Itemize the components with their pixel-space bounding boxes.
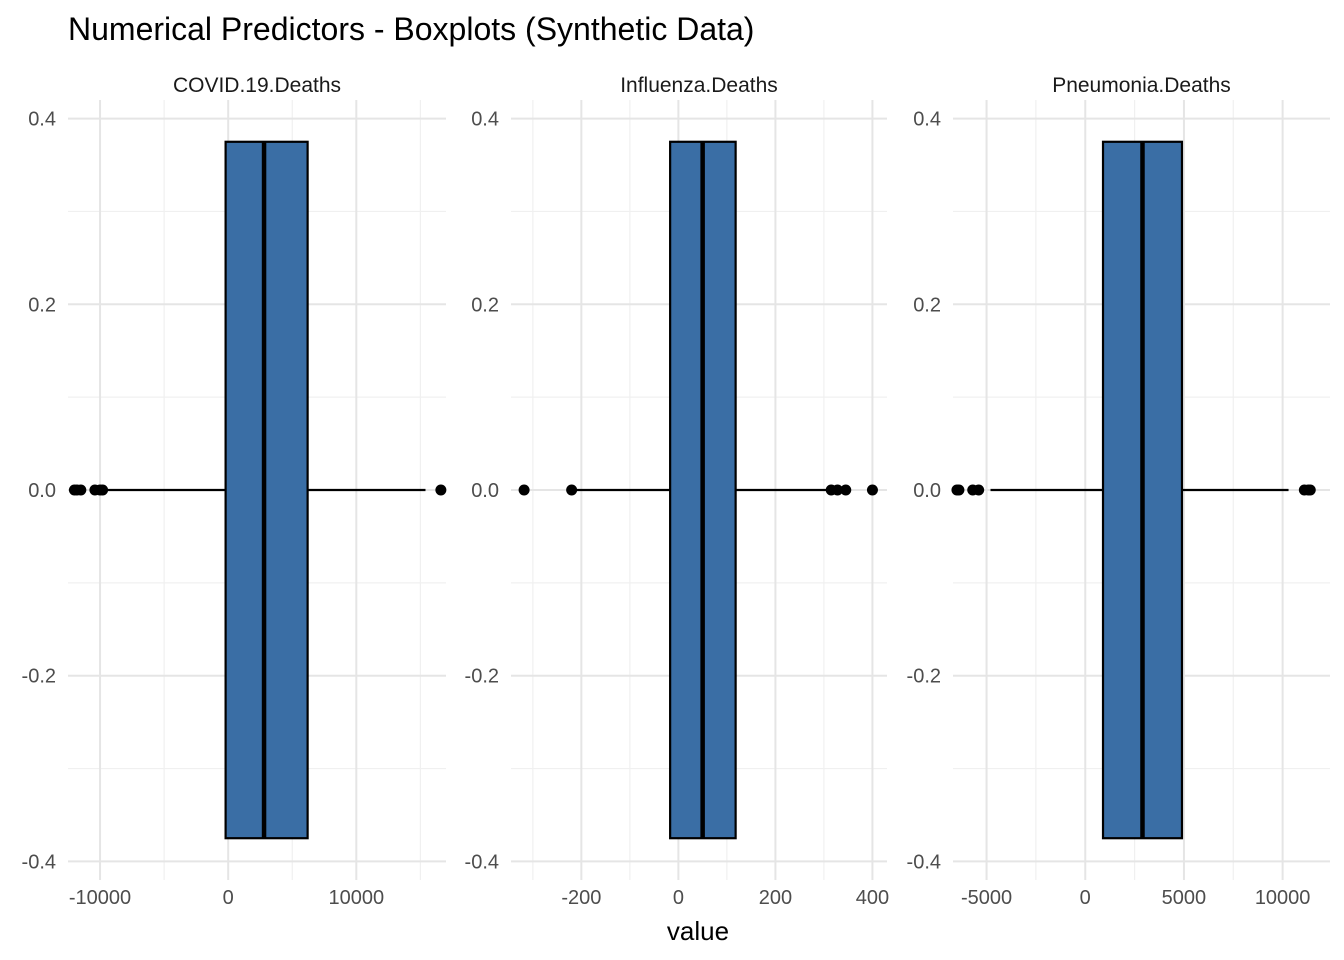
x-axis-title: value	[667, 916, 729, 946]
y-tick-label: 0.0	[913, 480, 941, 502]
x-tick-label: -10000	[69, 887, 131, 909]
outlier-point	[840, 484, 852, 496]
outlier-point	[1304, 484, 1316, 496]
outlier-point	[97, 484, 109, 496]
outlier-point	[518, 484, 530, 496]
chart-title: Numerical Predictors - Boxplots (Synthet…	[68, 11, 754, 47]
y-tick-label: -0.4	[22, 851, 56, 873]
outlier-point	[75, 484, 87, 496]
x-tick-label: -200	[561, 887, 601, 909]
outlier-point	[973, 484, 985, 496]
facet-3: Pneumonia.Deaths 0.4 0.2 0.0 -0.2 -0.4 -5000 0 5…	[907, 74, 1330, 909]
box	[224, 140, 309, 840]
y-tick-label: 0.4	[913, 109, 941, 131]
y-tick-label: -0.2	[465, 666, 499, 688]
y-tick-label: 0.2	[28, 294, 56, 316]
x-tick-label: 400	[856, 887, 889, 909]
y-tick-label: -0.4	[465, 851, 499, 873]
facet-1: COVID.19.Deaths 0.4 0.2 0.0 -0.2 -0.4 -10000 0 1…	[22, 74, 447, 909]
x-tick-label: 0	[223, 887, 234, 909]
y-tick-label: 0.0	[28, 480, 56, 502]
facets-layer: COVID.19.Deaths 0.4 0.2 0.0 -0.2 -0.4 -10000 0 1…	[22, 74, 1330, 909]
outlier-point	[953, 484, 965, 496]
y-tick-label: 0.0	[471, 480, 499, 502]
y-tick-label: 0.4	[28, 109, 56, 131]
y-tick-label: 0.2	[471, 294, 499, 316]
y-tick-label: -0.2	[22, 666, 56, 688]
outlier-point	[866, 484, 878, 496]
facet-label: COVID.19.Deaths	[173, 74, 341, 97]
x-tick-label: 0	[673, 887, 684, 909]
x-tick-label: -5000	[961, 887, 1012, 909]
y-tick-label: -0.2	[907, 666, 941, 688]
x-tick-label: 5000	[1162, 887, 1207, 909]
y-tick-label: 0.4	[471, 109, 499, 131]
x-tick-label: 10000	[1255, 887, 1311, 909]
outlier-point	[435, 484, 447, 496]
y-tick-label: 0.2	[913, 294, 941, 316]
y-tick-label: -0.4	[907, 851, 941, 873]
x-tick-label: 10000	[328, 887, 384, 909]
facet-label: Influenza.Deaths	[620, 74, 778, 97]
facet-2: Influenza.Deaths 0.4 0.2 0.0 -0.2 -0.4 -200 0 20…	[465, 74, 890, 909]
outlier-point	[566, 484, 578, 496]
facet-label: Pneumonia.Deaths	[1052, 74, 1231, 97]
outlier-point	[832, 484, 844, 496]
x-tick-label: 0	[1080, 887, 1091, 909]
x-tick-label: 200	[759, 887, 792, 909]
